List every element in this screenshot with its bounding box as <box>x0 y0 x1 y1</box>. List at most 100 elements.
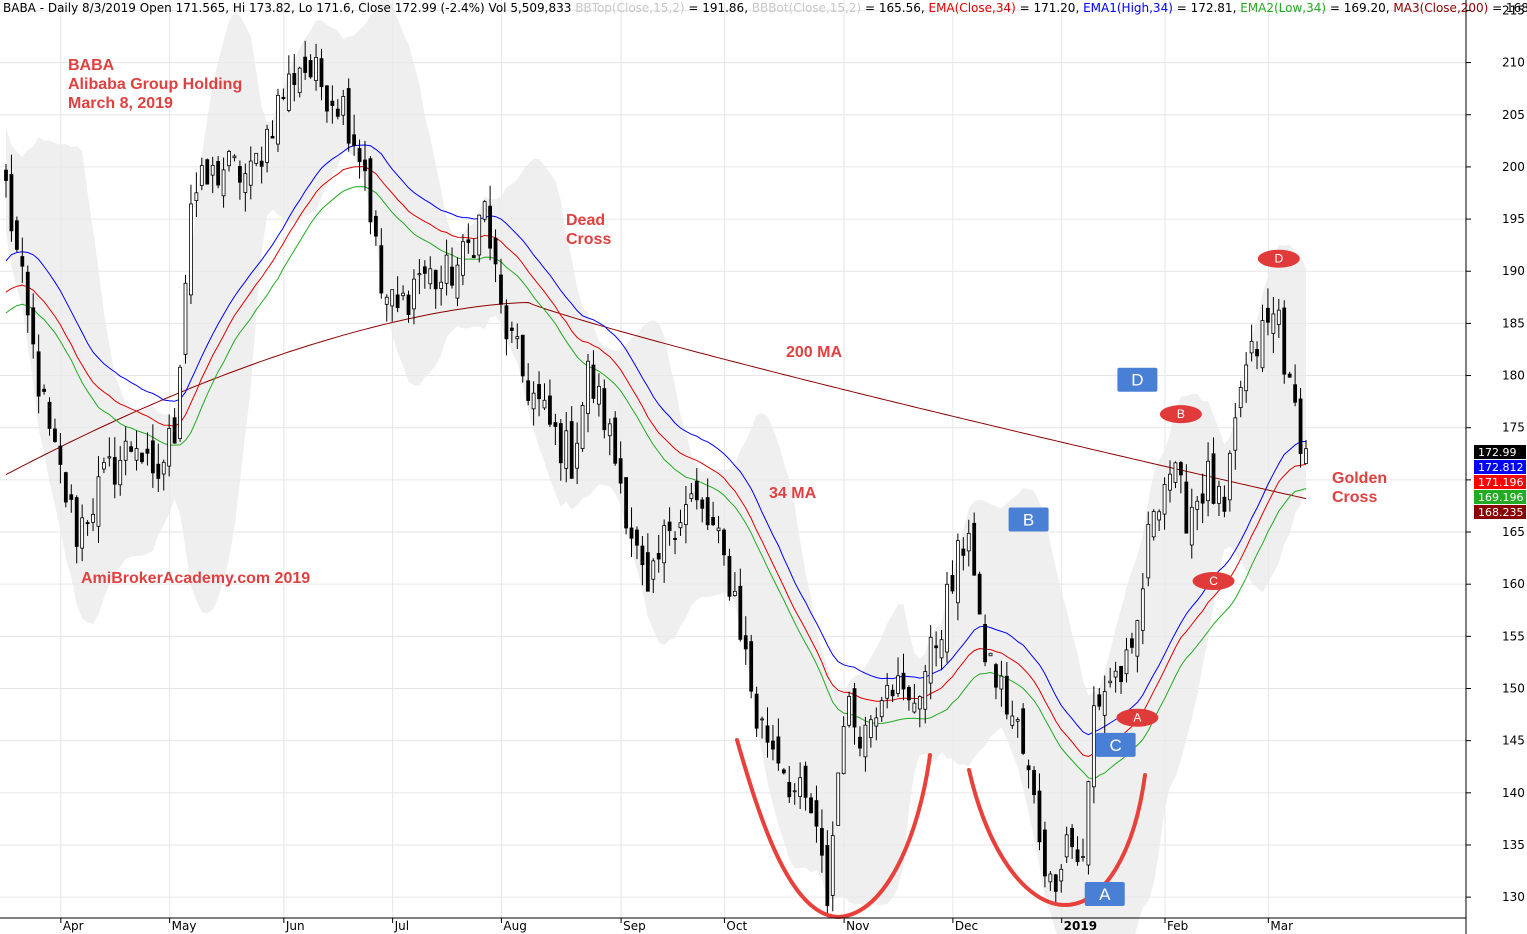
candle-body <box>1184 481 1189 534</box>
candle-body <box>1260 320 1265 369</box>
candle-body <box>1266 307 1270 323</box>
candle-body <box>216 161 221 186</box>
candle-body <box>118 459 123 486</box>
candle-body <box>1140 588 1145 631</box>
pattern-oval-d <box>1257 249 1300 268</box>
price-tick-label: 185 <box>1502 316 1525 330</box>
dead-cross-label: Cross <box>566 231 611 248</box>
candle-body <box>841 726 846 775</box>
candle-body <box>520 334 525 377</box>
candle-body <box>836 772 841 826</box>
date-tick-label: Apr <box>63 919 84 933</box>
header-part: EMA1(High,34) <box>1083 1 1173 15</box>
date-tick-label: Dec <box>955 919 978 933</box>
candle-body <box>286 73 291 111</box>
candle-body <box>14 220 19 250</box>
candle-body <box>1070 827 1074 848</box>
candle-body <box>1162 483 1167 515</box>
candle-body <box>722 529 726 556</box>
candle-body <box>183 282 188 355</box>
candle-body <box>297 67 302 94</box>
date-tick-label: Sep <box>623 919 646 933</box>
candle-body <box>25 271 30 316</box>
pattern-oval-b <box>1159 405 1202 424</box>
candle-body <box>1135 620 1140 657</box>
candle-body <box>150 440 155 474</box>
pattern-box-label: B <box>1023 511 1034 530</box>
candle-body <box>749 641 754 692</box>
candle-body <box>673 537 677 540</box>
candle-body <box>406 294 411 315</box>
candle-body <box>390 289 395 307</box>
candle-body <box>401 292 405 297</box>
candle-body <box>678 522 683 529</box>
ema-close-line <box>5 166 1307 758</box>
candle-body <box>596 386 601 405</box>
candle-body <box>1217 485 1221 504</box>
price-tick-label: 175 <box>1502 421 1525 435</box>
price-tick-label: 155 <box>1502 629 1525 643</box>
candle-body <box>248 160 253 186</box>
candle-body <box>1293 384 1298 403</box>
candle-body <box>352 134 357 147</box>
header-part: = 165.56, <box>861 1 928 15</box>
pattern-box-label: D <box>1131 371 1143 390</box>
candle-body <box>820 828 824 856</box>
candle-body <box>270 135 275 139</box>
candle-body <box>955 540 960 604</box>
candle-body <box>847 696 851 726</box>
candle-body <box>526 380 531 401</box>
candle-body <box>1255 349 1259 357</box>
candle-body <box>994 664 998 688</box>
price-tick-label: 150 <box>1502 682 1525 696</box>
candle-body <box>314 56 318 81</box>
candle-body <box>553 422 558 427</box>
candle-body <box>765 725 770 743</box>
candle-body <box>47 401 52 429</box>
candle-body <box>939 639 944 659</box>
candle-body <box>945 583 949 653</box>
header-part: MA3(Close,200) <box>1393 1 1488 15</box>
price-tick-label: 195 <box>1502 212 1525 226</box>
date-tick-label: 2019 <box>1064 919 1097 933</box>
pattern-labels: A B C D A B C D <box>1008 249 1300 907</box>
pattern-oval-label: B <box>1177 407 1185 421</box>
candle-body <box>31 307 36 345</box>
candle-body <box>85 522 90 525</box>
date-axis: Apr May Jun Jul Aug Sep Oct Nov Dec 2019 Feb Mar <box>0 917 1466 933</box>
candle-body <box>1081 856 1085 858</box>
last-value-box <box>1474 490 1526 504</box>
price-tick-label: 180 <box>1502 369 1525 383</box>
grid <box>0 0 1466 918</box>
candle-body <box>656 553 661 560</box>
candle-body <box>227 151 231 167</box>
candle-body <box>254 152 259 164</box>
candle-body <box>161 461 166 475</box>
header-part: BABA - Daily 8/3/2019 Open 171.565, Hi 1… <box>3 1 575 15</box>
last-value-text: 172.99 <box>1478 446 1517 459</box>
candle-body <box>308 60 313 78</box>
candle-body <box>754 693 759 729</box>
candle-body <box>950 575 955 592</box>
candle-body <box>999 675 1004 690</box>
candle-body <box>1173 462 1178 483</box>
candle-body <box>607 423 612 437</box>
candle-body <box>694 480 699 501</box>
header-part: = 171.20, <box>1016 1 1083 15</box>
cup-curve-left <box>735 738 932 920</box>
price-tick-label: 165 <box>1502 525 1525 539</box>
candle-body <box>292 73 297 85</box>
candle-body <box>580 405 585 449</box>
candle-body <box>890 689 895 697</box>
price-tick-label: 205 <box>1502 108 1525 122</box>
candle-body <box>341 96 346 116</box>
candle-body <box>738 585 743 640</box>
price-tick-label: 135 <box>1502 838 1525 852</box>
title-line: BABA <box>68 57 115 74</box>
candle-body <box>1124 649 1129 675</box>
candle-body <box>243 173 248 193</box>
candle-body <box>1102 691 1107 716</box>
candle-body <box>232 155 237 159</box>
last-value-box <box>1474 445 1526 459</box>
candle-body <box>760 718 764 721</box>
